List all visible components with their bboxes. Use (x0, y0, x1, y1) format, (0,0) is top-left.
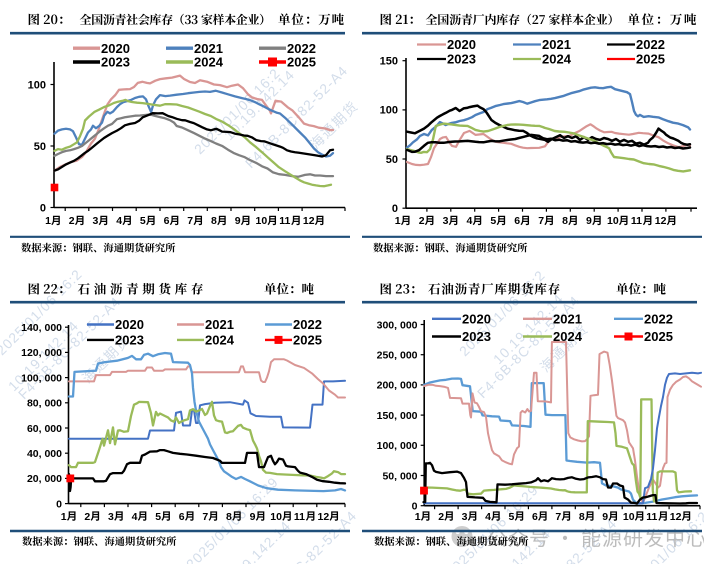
svg-text:0: 0 (56, 498, 62, 510)
svg-text:1: 1 (415, 511, 421, 523)
svg-text:1: 1 (45, 215, 51, 227)
svg-text:3: 3 (443, 215, 449, 227)
svg-text:140, 000: 140, 000 (21, 322, 62, 334)
svg-text:10: 10 (256, 215, 268, 227)
svg-text:11: 11 (294, 511, 305, 523)
svg-text:2025: 2025 (287, 55, 316, 70)
svg-text:20, 000: 20, 000 (27, 473, 62, 485)
svg-text:2023: 2023 (447, 52, 476, 67)
svg-text:8: 8 (579, 511, 585, 523)
svg-text:2023: 2023 (462, 329, 491, 344)
svg-text:6: 6 (532, 511, 538, 523)
svg-text:6: 6 (514, 215, 520, 227)
svg-text:100: 100 (28, 79, 46, 91)
svg-text:2021: 2021 (194, 41, 223, 56)
svg-text:8: 8 (226, 511, 232, 523)
svg-text:250, 000: 250, 000 (377, 350, 418, 362)
svg-text:100, 000: 100, 000 (377, 440, 418, 452)
svg-text:60, 000: 60, 000 (27, 423, 62, 435)
svg-text:12: 12 (303, 215, 315, 227)
svg-text:2: 2 (419, 215, 425, 227)
svg-text:9: 9 (235, 215, 241, 227)
svg-text:2020: 2020 (462, 311, 491, 326)
svg-text:6: 6 (164, 215, 170, 227)
svg-text:2024: 2024 (553, 329, 583, 344)
svg-text:100: 100 (380, 105, 398, 117)
svg-text:2025: 2025 (636, 52, 665, 67)
svg-text:1: 1 (395, 215, 401, 227)
svg-text:300, 000: 300, 000 (377, 319, 418, 331)
svg-text:100, 000: 100, 000 (21, 372, 62, 384)
svg-text:3: 3 (93, 215, 99, 227)
svg-text:2023: 2023 (115, 333, 144, 348)
svg-text:9: 9 (250, 511, 256, 523)
svg-text:120, 000: 120, 000 (21, 347, 62, 359)
svg-text:2024: 2024 (542, 52, 572, 67)
svg-text:2022: 2022 (287, 41, 316, 56)
svg-text:10: 10 (607, 215, 619, 227)
svg-text:2020: 2020 (101, 41, 130, 56)
svg-text:3: 3 (108, 511, 114, 523)
svg-text:5: 5 (490, 215, 496, 227)
svg-text:50: 50 (386, 154, 398, 166)
svg-text:2021: 2021 (542, 37, 571, 52)
svg-text:2021: 2021 (553, 311, 582, 326)
svg-text:10: 10 (270, 511, 282, 523)
svg-text:5: 5 (509, 511, 515, 523)
svg-text:5: 5 (140, 215, 146, 227)
svg-text:2020: 2020 (447, 37, 476, 52)
svg-text:2: 2 (84, 511, 90, 523)
svg-text:2024: 2024 (205, 333, 235, 348)
svg-text:80, 000: 80, 000 (27, 398, 62, 410)
svg-text:8: 8 (211, 215, 217, 227)
svg-text:5: 5 (155, 511, 161, 523)
svg-text:2025: 2025 (293, 333, 322, 348)
svg-text:0: 0 (392, 203, 398, 215)
svg-text:4: 4 (132, 511, 138, 523)
svg-text:2020: 2020 (115, 317, 144, 332)
svg-text:2022: 2022 (636, 37, 665, 52)
svg-text:1: 1 (61, 511, 67, 523)
svg-text:9: 9 (586, 215, 592, 227)
svg-text:12: 12 (670, 511, 682, 523)
svg-text:2021: 2021 (205, 317, 234, 332)
svg-text:2: 2 (438, 511, 444, 523)
svg-text:7: 7 (538, 215, 544, 227)
svg-text:150: 150 (380, 56, 398, 68)
svg-text:9: 9 (602, 511, 608, 523)
svg-text:200, 000: 200, 000 (377, 380, 418, 392)
svg-text:8: 8 (562, 215, 568, 227)
svg-text:4: 4 (485, 511, 491, 523)
svg-text:12: 12 (318, 511, 330, 523)
svg-text:2025: 2025 (644, 329, 673, 344)
svg-text:3: 3 (462, 511, 468, 523)
svg-text:11: 11 (631, 215, 642, 227)
svg-text:40, 000: 40, 000 (27, 448, 62, 460)
svg-text:7: 7 (202, 511, 208, 523)
svg-text:0: 0 (412, 501, 418, 513)
svg-text:2023: 2023 (101, 55, 130, 70)
svg-text:11: 11 (279, 215, 290, 227)
svg-text:7: 7 (187, 215, 193, 227)
svg-text:150, 000: 150, 000 (377, 410, 418, 422)
svg-text:4: 4 (467, 215, 473, 227)
svg-text:2: 2 (69, 215, 75, 227)
svg-text:50: 50 (34, 141, 46, 153)
svg-text:6: 6 (179, 511, 185, 523)
svg-text:2024: 2024 (194, 55, 224, 70)
svg-text:10: 10 (623, 511, 635, 523)
svg-text:11: 11 (646, 511, 657, 523)
svg-text:0: 0 (40, 202, 46, 214)
svg-text:2022: 2022 (644, 311, 673, 326)
svg-text:50, 000: 50, 000 (382, 470, 417, 482)
svg-text:2022: 2022 (293, 317, 322, 332)
svg-text:7: 7 (555, 511, 561, 523)
svg-text:12: 12 (655, 215, 667, 227)
svg-text:4: 4 (116, 215, 122, 227)
